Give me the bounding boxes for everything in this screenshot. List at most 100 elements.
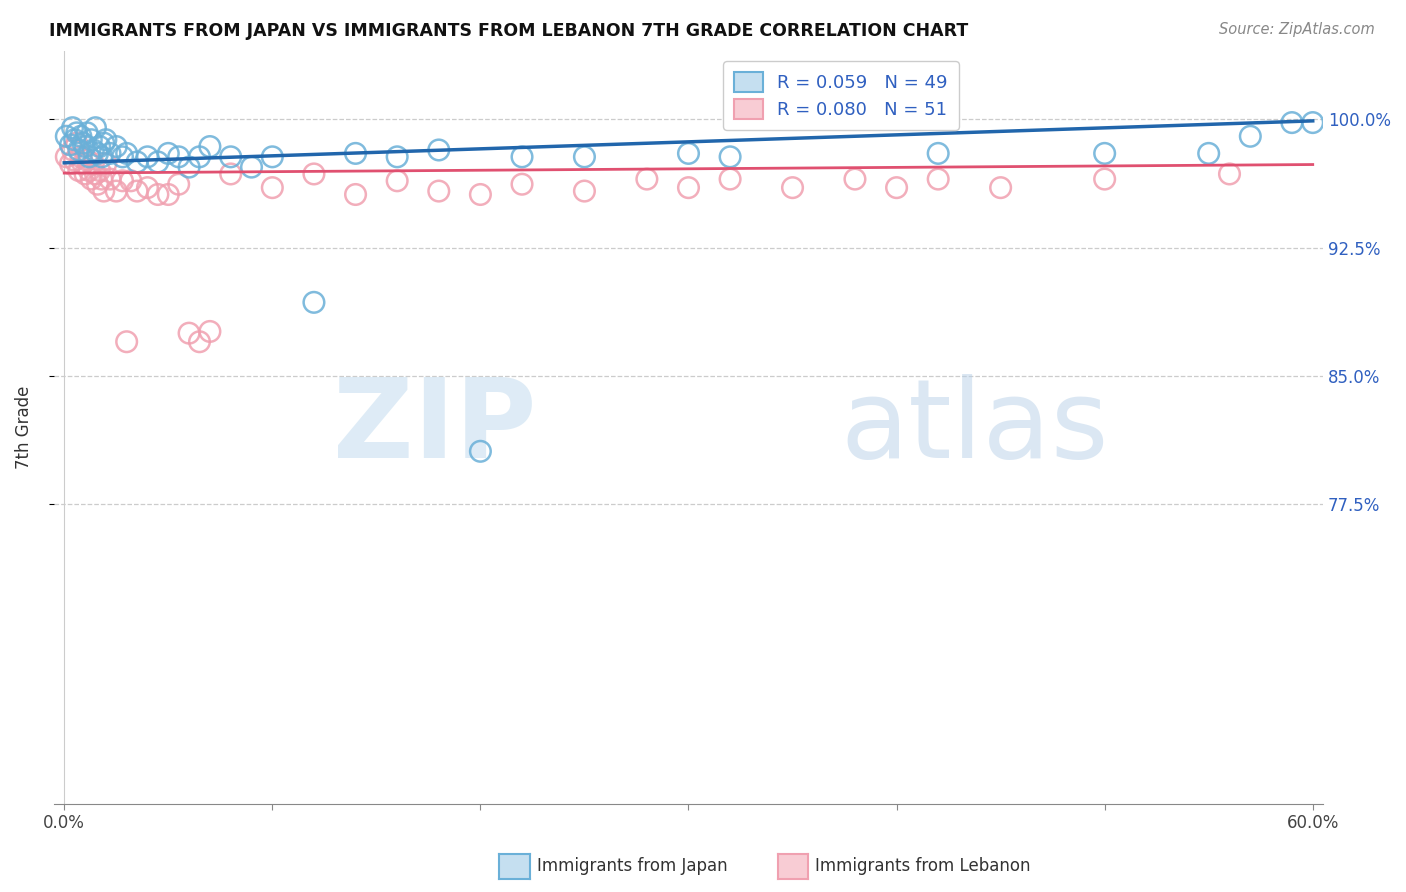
Point (66, 136, 89, 150)
Point (188, 334, 211, 349)
Point (1239, 129, 1261, 144)
Point (105, 184, 128, 198)
Point (344, 187, 367, 202)
Point (510, 178, 533, 192)
Point (125, 184, 148, 198)
Point (94, 133, 117, 147)
Point (115, 334, 138, 349)
Point (927, 146, 949, 161)
Point (115, 146, 138, 161)
Point (510, 150, 533, 164)
Point (76, 126, 98, 140)
Point (82, 143, 104, 157)
Point (59, 137, 82, 152)
Point (1281, 115, 1303, 129)
Point (70, 129, 93, 144)
Point (125, 155, 148, 169)
Point (262, 150, 284, 164)
Point (98, 146, 121, 161)
Text: Immigrants from Japan: Immigrants from Japan (537, 857, 728, 875)
Point (385, 174, 408, 188)
Point (678, 180, 700, 194)
Point (678, 146, 700, 161)
Point (136, 180, 159, 194)
Point (198, 325, 221, 339)
Point (62, 120, 84, 135)
Point (111, 174, 134, 188)
Point (990, 180, 1012, 194)
Point (167, 150, 190, 164)
Text: Source: ZipAtlas.com: Source: ZipAtlas.com (1219, 22, 1375, 37)
Point (844, 172, 866, 186)
Point (93, 136, 115, 150)
Point (427, 184, 450, 198)
Point (72, 136, 94, 150)
Point (80, 172, 103, 186)
Point (111, 150, 134, 164)
Point (782, 180, 804, 194)
Point (105, 139, 128, 153)
Point (67, 143, 90, 157)
Point (73, 139, 96, 153)
Point (90, 150, 112, 164)
Point (77, 150, 100, 164)
Point (157, 187, 180, 202)
Point (136, 150, 159, 164)
Legend: R = 0.059   N = 49, R = 0.080   N = 51: R = 0.059 N = 49, R = 0.080 N = 51 (723, 62, 959, 130)
Point (62, 143, 84, 157)
Point (427, 143, 450, 157)
Point (1198, 146, 1220, 161)
Point (470, 444, 492, 458)
Point (177, 326, 200, 341)
Point (385, 150, 408, 164)
Point (73, 167, 96, 181)
Point (188, 150, 211, 164)
Point (146, 155, 169, 169)
Point (219, 167, 242, 181)
Point (84, 120, 107, 135)
Point (574, 184, 596, 198)
Point (1218, 167, 1240, 181)
Point (1302, 115, 1324, 129)
Point (80, 133, 103, 147)
Point (470, 187, 492, 202)
Point (59, 156, 82, 170)
Text: Immigrants from Lebanon: Immigrants from Lebanon (815, 857, 1031, 875)
Point (146, 187, 169, 202)
Point (574, 150, 596, 164)
Text: atlas: atlas (841, 374, 1109, 481)
Point (55, 129, 77, 144)
Point (63, 133, 86, 147)
Point (177, 160, 200, 174)
Point (66, 126, 89, 140)
Point (886, 180, 908, 194)
Point (86, 178, 108, 192)
Point (84, 167, 107, 181)
Point (67, 163, 90, 178)
Point (90, 172, 112, 186)
Point (55, 150, 77, 164)
Point (262, 180, 284, 194)
Point (157, 146, 180, 161)
Point (198, 139, 221, 153)
Point (86, 146, 108, 161)
Point (167, 178, 190, 192)
Point (77, 163, 100, 178)
Point (70, 150, 93, 164)
Point (72, 156, 94, 170)
Point (927, 172, 949, 186)
Point (344, 146, 367, 161)
Point (302, 295, 325, 310)
Point (120, 174, 142, 188)
Point (89, 163, 111, 178)
Text: IMMIGRANTS FROM JAPAN VS IMMIGRANTS FROM LEBANON 7TH GRADE CORRELATION CHART: IMMIGRANTS FROM JAPAN VS IMMIGRANTS FROM… (49, 22, 969, 40)
Point (636, 172, 658, 186)
Point (98, 172, 121, 186)
Point (1094, 172, 1116, 186)
Point (82, 156, 104, 170)
Point (93, 184, 115, 198)
Point (718, 172, 741, 186)
Point (219, 150, 242, 164)
Point (718, 150, 741, 164)
Point (76, 153, 98, 168)
